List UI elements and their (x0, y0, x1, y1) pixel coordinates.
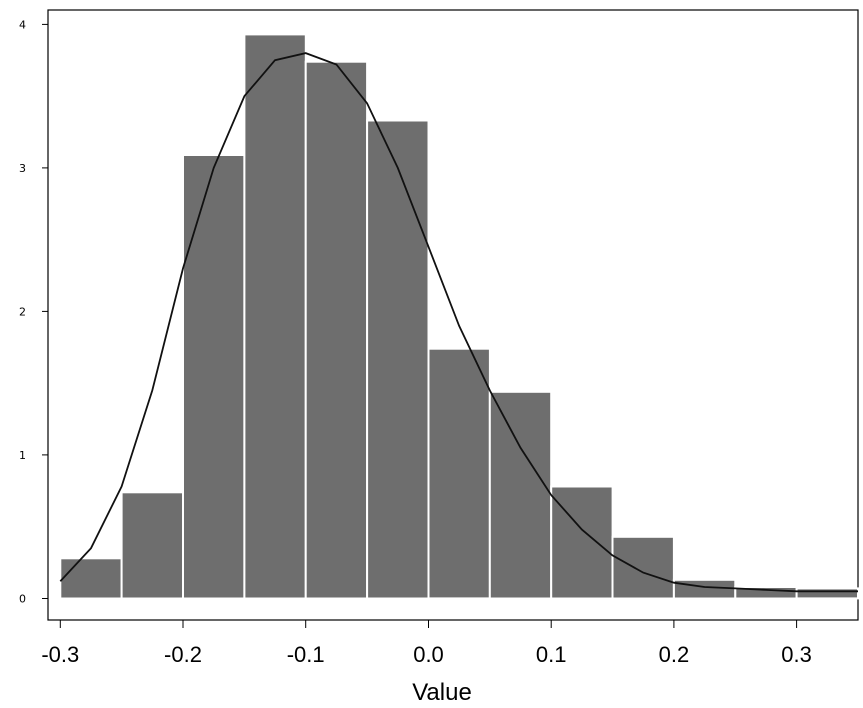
y-tick-label: 3 (19, 162, 26, 175)
bars-group (59, 33, 859, 600)
y-tick-label: 1 (19, 449, 26, 462)
y-tick-label: 0 (19, 593, 26, 606)
x-axis: -0.3 -0.2 -0.1 0.0 0.1 0.2 0.3 (41, 620, 812, 667)
density-curve (59, 52, 858, 593)
histogram-bar (795, 587, 859, 600)
histogram-bar (59, 557, 123, 600)
y-axis: 0 1 2 3 4 (19, 18, 48, 606)
histogram-bar (182, 154, 246, 600)
histogram-bar (488, 390, 553, 600)
histogram-bar (611, 535, 675, 600)
histogram-bar (366, 119, 430, 600)
x-tick-label: 0.2 (659, 642, 690, 667)
y-tick-label: 4 (19, 18, 26, 31)
histogram-bar (672, 578, 737, 600)
x-axis-title: Value (412, 679, 472, 706)
x-tick-label: 0.3 (781, 642, 812, 667)
x-tick-label: -0.1 (287, 642, 325, 667)
x-tick-label: -0.2 (164, 642, 202, 667)
histogram-bar (550, 485, 614, 600)
x-tick-label: -0.3 (41, 642, 79, 667)
y-tick-label: 2 (19, 305, 26, 318)
histogram-bar (120, 491, 184, 600)
histogram-bar (427, 347, 491, 600)
histogram-bar (304, 60, 369, 600)
histogram-bar (243, 33, 307, 600)
plot-area (47, 9, 859, 621)
x-tick-label: 0.1 (536, 642, 567, 667)
x-tick-label: 0.0 (413, 642, 444, 667)
